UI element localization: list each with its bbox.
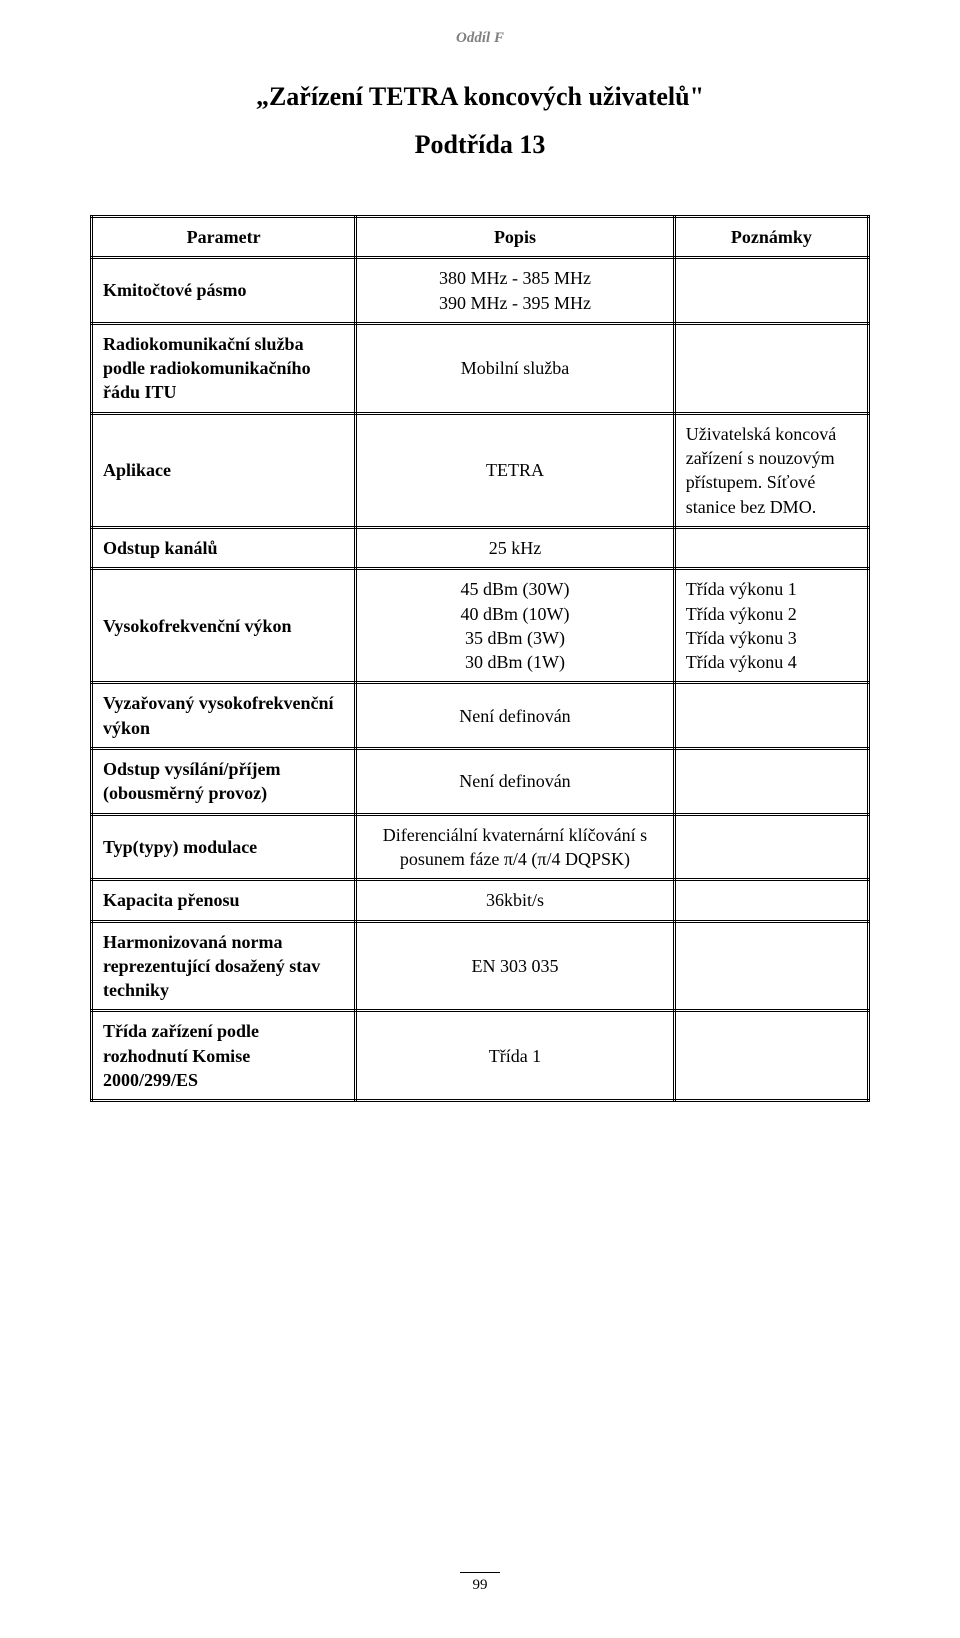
row-label: Odstup vysílání/příjem (obousměrný provo… xyxy=(92,749,356,815)
row-label: Kapacita přenosu xyxy=(92,880,356,921)
row-value: Mobilní služba xyxy=(356,323,675,413)
col-header-poznamky: Poznámky xyxy=(674,217,868,258)
table-row: Odstup kanálů25 kHz xyxy=(92,527,869,568)
page-number: 99 xyxy=(460,1572,500,1594)
row-value: 45 dBm (30W)40 dBm (10W)35 dBm (3W)30 dB… xyxy=(356,569,675,683)
row-note xyxy=(674,683,868,749)
row-label: Aplikace xyxy=(92,413,356,527)
col-header-parametr: Parametr xyxy=(92,217,356,258)
row-note xyxy=(674,258,868,324)
parameter-table: Parametr Popis Poznámky Kmitočtové pásmo… xyxy=(90,215,870,1102)
table-row: Kapacita přenosu36kbit/s xyxy=(92,880,869,921)
row-value: Není definován xyxy=(356,749,675,815)
row-label: Kmitočtové pásmo xyxy=(92,258,356,324)
table-row: Radiokomunikační služba podle radiokomun… xyxy=(92,323,869,413)
table-row: Harmonizovaná norma reprezentující dosaž… xyxy=(92,921,869,1011)
table-row: Typ(typy) modulaceDiferenciální kvaterná… xyxy=(92,814,869,880)
row-value: TETRA xyxy=(356,413,675,527)
table-header-row: Parametr Popis Poznámky xyxy=(92,217,869,258)
row-value: Není definován xyxy=(356,683,675,749)
row-label: Třída zařízení podle rozhodnutí Komise 2… xyxy=(92,1011,356,1101)
row-note xyxy=(674,880,868,921)
row-value: Třída 1 xyxy=(356,1011,675,1101)
row-value: 36kbit/s xyxy=(356,880,675,921)
col-header-popis: Popis xyxy=(356,217,675,258)
row-label: Typ(typy) modulace xyxy=(92,814,356,880)
row-note xyxy=(674,921,868,1011)
page-subtitle: Podtřída 13 xyxy=(90,130,870,160)
row-note xyxy=(674,323,868,413)
row-label: Odstup kanálů xyxy=(92,527,356,568)
table-row: Vyzařovaný vysokofrekvenční výkonNení de… xyxy=(92,683,869,749)
row-value: EN 303 035 xyxy=(356,921,675,1011)
table-row: Třída zařízení podle rozhodnutí Komise 2… xyxy=(92,1011,869,1101)
table-body: Kmitočtové pásmo380 MHz - 385 MHz390 MHz… xyxy=(92,258,869,1101)
table-row: Vysokofrekvenční výkon45 dBm (30W)40 dBm… xyxy=(92,569,869,683)
table-row: Kmitočtové pásmo380 MHz - 385 MHz390 MHz… xyxy=(92,258,869,324)
page-title: „Zařízení TETRA koncových uživatelů" xyxy=(90,82,870,112)
row-value: 25 kHz xyxy=(356,527,675,568)
section-header: Oddíl F xyxy=(90,30,870,47)
table-row: AplikaceTETRAUživatelská koncová zařízen… xyxy=(92,413,869,527)
row-label: Radiokomunikační služba podle radiokomun… xyxy=(92,323,356,413)
row-note: Třída výkonu 1Třída výkonu 2Třída výkonu… xyxy=(674,569,868,683)
row-value: 380 MHz - 385 MHz390 MHz - 395 MHz xyxy=(356,258,675,324)
row-value: Diferenciální kvaternární klíčování s po… xyxy=(356,814,675,880)
row-note xyxy=(674,749,868,815)
row-note xyxy=(674,527,868,568)
row-note xyxy=(674,1011,868,1101)
row-label: Vyzařovaný vysokofrekvenční výkon xyxy=(92,683,356,749)
row-label: Harmonizovaná norma reprezentující dosaž… xyxy=(92,921,356,1011)
row-note xyxy=(674,814,868,880)
table-row: Odstup vysílání/příjem (obousměrný provo… xyxy=(92,749,869,815)
row-label: Vysokofrekvenční výkon xyxy=(92,569,356,683)
row-note: Uživatelská koncová zařízení s nouzovým … xyxy=(674,413,868,527)
